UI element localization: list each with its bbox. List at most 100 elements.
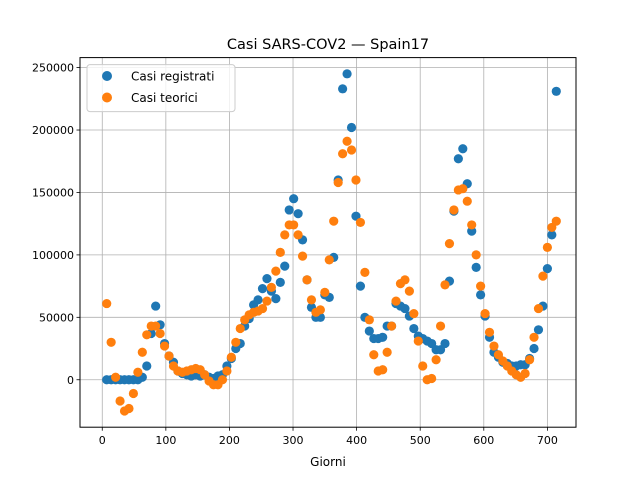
data-point-casi-teorici bbox=[386, 321, 397, 331]
data-point-casi-teorici bbox=[217, 375, 228, 385]
data-point-casi-teorici bbox=[489, 341, 499, 351]
data-point-casi-registrati bbox=[342, 69, 352, 79]
data-point-casi-registrati bbox=[409, 323, 419, 334]
data-point-casi-teorici bbox=[289, 220, 299, 230]
x-tick-label: 500 bbox=[410, 434, 431, 447]
y-tick-label: 0 bbox=[67, 374, 74, 387]
data-point-casi-teorici bbox=[369, 350, 379, 360]
data-point-casi-teorici bbox=[231, 337, 241, 347]
data-point-casi-teorici bbox=[164, 351, 174, 361]
x-tick-label: 0 bbox=[99, 434, 106, 447]
data-point-casi-teorici bbox=[262, 296, 272, 306]
data-point-casi-teorici bbox=[542, 242, 552, 252]
data-point-casi-teorici bbox=[440, 280, 450, 290]
data-point-casi-teorici bbox=[346, 145, 357, 155]
x-tick-label: 300 bbox=[283, 434, 304, 447]
data-point-casi-teorici bbox=[128, 388, 139, 399]
data-point-casi-teorici bbox=[275, 247, 285, 257]
data-point-casi-teorici bbox=[427, 373, 437, 384]
legend-label-casi-registrati: Casi registrati bbox=[131, 70, 214, 84]
data-point-casi-teorici bbox=[111, 372, 121, 382]
data-point-casi-registrati bbox=[476, 290, 486, 300]
data-point-casi-teorici bbox=[409, 308, 419, 319]
data-point-casi-teorici bbox=[222, 366, 232, 376]
data-point-casi-teorici bbox=[400, 275, 410, 285]
data-point-casi-teorici bbox=[538, 271, 548, 281]
data-point-casi-teorici bbox=[333, 177, 343, 188]
data-point-casi-teorici bbox=[306, 295, 317, 305]
legend: Casi registrati Casi teorici bbox=[86, 64, 236, 113]
data-point-casi-teorici bbox=[529, 332, 539, 342]
data-point-casi-teorici bbox=[471, 250, 481, 260]
y-tick-label: 250000 bbox=[32, 62, 74, 75]
data-point-casi-registrati bbox=[551, 86, 561, 96]
data-point-casi-teorici bbox=[476, 281, 486, 291]
data-point-casi-registrati bbox=[151, 301, 161, 311]
data-point-casi-teorici bbox=[342, 136, 352, 146]
y-tick-label: 100000 bbox=[32, 249, 74, 262]
data-point-casi-teorici bbox=[324, 255, 334, 265]
data-point-casi-registrati bbox=[542, 264, 552, 274]
data-point-casi-teorici bbox=[458, 184, 468, 194]
data-point-casi-registrati bbox=[346, 122, 357, 133]
data-point-casi-registrati bbox=[533, 325, 544, 335]
points-layer bbox=[102, 69, 561, 416]
data-point-casi-teorici bbox=[484, 327, 495, 337]
x-axis-label: Giorni bbox=[310, 455, 346, 469]
data-point-casi-teorici bbox=[226, 352, 236, 362]
data-point-casi-registrati bbox=[142, 361, 152, 371]
x-tick-label: 100 bbox=[155, 434, 176, 447]
data-point-casi-teorici bbox=[115, 396, 125, 406]
data-point-casi-registrati bbox=[440, 338, 450, 349]
data-point-casi-teorici bbox=[257, 303, 268, 314]
data-point-casi-teorici bbox=[378, 365, 388, 375]
data-point-casi-registrati bbox=[338, 84, 348, 94]
data-point-casi-registrati bbox=[257, 284, 268, 294]
data-point-casi-teorici bbox=[235, 323, 245, 334]
data-point-casi-registrati bbox=[364, 326, 374, 336]
data-point-casi-registrati bbox=[529, 343, 539, 354]
data-point-casi-registrati bbox=[378, 332, 388, 342]
ticks-layer: 0 100 200 300 400 500 600 700 0 50000 100000 150000… bbox=[32, 62, 558, 448]
data-point-casi-teorici bbox=[413, 336, 423, 346]
data-point-casi-registrati bbox=[289, 194, 299, 204]
data-point-casi-teorici bbox=[159, 341, 170, 351]
data-point-casi-registrati bbox=[280, 261, 290, 271]
data-point-casi-teorici bbox=[329, 216, 339, 226]
data-point-casi-teorici bbox=[480, 308, 490, 319]
data-point-casi-teorici bbox=[444, 239, 455, 249]
data-point-casi-teorici bbox=[137, 347, 147, 357]
data-point-casi-registrati bbox=[471, 262, 481, 272]
data-point-casi-teorici bbox=[266, 282, 277, 292]
data-point-casi-teorici bbox=[102, 298, 112, 309]
data-point-casi-registrati bbox=[355, 281, 366, 291]
x-tick-label: 600 bbox=[473, 434, 494, 447]
data-point-casi-teorici bbox=[431, 355, 441, 365]
data-point-casi-teorici bbox=[355, 217, 366, 228]
x-tick-label: 400 bbox=[346, 434, 367, 447]
data-point-casi-teorici bbox=[382, 347, 392, 357]
data-point-casi-teorici bbox=[551, 216, 561, 226]
x-tick-label: 200 bbox=[219, 434, 240, 447]
data-point-casi-registrati bbox=[284, 205, 294, 215]
data-point-casi-teorici bbox=[293, 230, 303, 240]
data-point-casi-teorici bbox=[404, 286, 414, 296]
legend-label-casi-teorici: Casi teorici bbox=[131, 91, 198, 105]
data-point-casi-teorici bbox=[449, 205, 459, 215]
y-tick-label: 150000 bbox=[32, 186, 74, 199]
data-point-casi-registrati bbox=[293, 209, 303, 219]
data-point-casi-teorici bbox=[391, 296, 401, 306]
data-point-casi-teorici bbox=[280, 230, 290, 240]
data-point-casi-teorici bbox=[133, 367, 143, 377]
data-point-casi-teorici bbox=[533, 303, 544, 314]
data-point-casi-registrati bbox=[547, 230, 557, 240]
data-point-casi-teorici bbox=[124, 403, 134, 414]
legend-marker-casi-teorici bbox=[102, 92, 112, 103]
data-point-casi-registrati bbox=[253, 295, 263, 305]
data-point-casi-registrati bbox=[262, 274, 272, 284]
data-point-casi-teorici bbox=[418, 361, 428, 371]
data-point-casi-teorici bbox=[142, 330, 152, 340]
data-point-casi-teorici bbox=[520, 368, 530, 379]
data-point-casi-teorici bbox=[106, 337, 116, 347]
